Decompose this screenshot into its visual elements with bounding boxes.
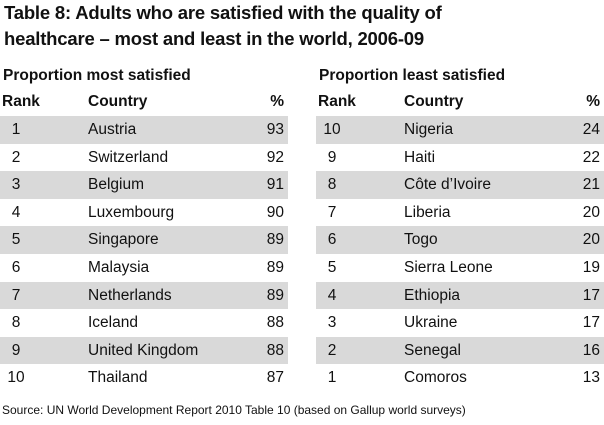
percent-cell: 92 — [266, 148, 284, 166]
country-cell: Iceland — [88, 314, 138, 332]
country-cell: Thailand — [88, 369, 148, 387]
country-header: Country — [88, 93, 148, 110]
table-row: 3 Ukraine 17 — [316, 309, 604, 337]
rank-header: Rank — [2, 93, 40, 110]
source-note: Source: UN World Development Report 2010… — [2, 403, 466, 417]
rank-cell: 1 — [11, 121, 21, 138]
rank-cell: 3 — [327, 314, 337, 332]
country-cell: Switzerland — [88, 148, 169, 166]
percent-cell: 20 — [582, 231, 600, 249]
rank-cell: 6 — [11, 258, 21, 276]
percent-cell: 21 — [582, 176, 600, 194]
table-row: 5 Sierra Leone 19 — [316, 254, 604, 282]
percent-cell: 22 — [582, 148, 600, 166]
country-cell: Senegal — [404, 341, 461, 359]
country-cell: Malaysia — [88, 258, 150, 276]
percent-cell: 89 — [266, 286, 284, 304]
percent-cell: 91 — [266, 176, 284, 194]
table-row: 4 Luxembourg 90 — [0, 199, 288, 227]
table-row: 1 Comoros 13 — [316, 364, 604, 392]
percent-cell: 87 — [266, 369, 284, 387]
table-row: 6 Togo 20 — [316, 226, 604, 254]
rank-cell: 7 — [11, 286, 21, 304]
rank-cell: 3 — [11, 176, 21, 194]
rank-cell: 2 — [327, 341, 337, 359]
table-row: 6 Malaysia 89 — [0, 254, 288, 282]
table-row: 10 Nigeria 24 — [316, 116, 604, 144]
country-cell: United Kingdom — [88, 341, 199, 359]
rank-cell: 6 — [327, 231, 337, 249]
rank-cell: 4 — [11, 203, 21, 221]
table-row: 1 Austria 93 — [0, 116, 288, 144]
country-cell: Côte d’Ivoire — [404, 176, 492, 194]
percent-cell: 88 — [266, 314, 284, 332]
percent-header: % — [270, 93, 284, 110]
table-row: 2 Switzerland 92 — [0, 144, 288, 172]
least-satisfied-heading: Proportion least satisfied — [319, 67, 506, 84]
table-row: 5 Singapore 89 — [0, 226, 288, 254]
table-row: 8 Iceland 88 — [0, 309, 288, 337]
country-cell: Austria — [88, 121, 137, 138]
percent-cell: 20 — [582, 203, 600, 221]
country-cell: Ukraine — [404, 314, 458, 332]
rank-cell: 8 — [327, 176, 337, 194]
table-row: 9 United Kingdom 88 — [0, 336, 288, 365]
rank-cell: 2 — [11, 148, 21, 166]
table-row: 7 Netherlands 89 — [0, 281, 288, 310]
percent-cell: 17 — [582, 286, 600, 304]
percent-cell: 89 — [266, 231, 284, 249]
title-line-2: healthcare – most and least in the world… — [4, 28, 424, 49]
country-cell: Haiti — [404, 148, 436, 166]
table-row: 3 Belgium 91 — [0, 171, 288, 199]
country-cell: Luxembourg — [88, 203, 175, 221]
country-cell: Netherlands — [88, 286, 172, 304]
rank-cell: 5 — [11, 231, 21, 249]
percent-cell: 93 — [266, 121, 284, 138]
country-cell: Nigeria — [404, 121, 454, 138]
least-satisfied-panel: Proportion least satisfied Rank Country … — [316, 64, 604, 392]
country-cell: Togo — [404, 231, 438, 249]
rank-cell: 10 — [323, 121, 341, 138]
percent-cell: 90 — [266, 203, 284, 221]
table-row: 4 Ethiopia 17 — [316, 281, 604, 310]
country-cell: Singapore — [88, 231, 159, 249]
rank-cell: 1 — [327, 369, 337, 387]
rank-cell: 8 — [11, 314, 21, 332]
table-title: Table 8: Adults who are satisfied with t… — [4, 0, 600, 52]
country-header: Country — [404, 93, 464, 110]
country-cell: Sierra Leone — [404, 258, 493, 276]
least-satisfied-column-headers: Rank Country % — [316, 88, 604, 116]
rank-header: Rank — [318, 93, 356, 110]
percent-header: % — [586, 93, 600, 110]
most-satisfied-heading: Proportion most satisfied — [3, 67, 191, 84]
percent-cell: 13 — [582, 369, 600, 387]
percent-cell: 24 — [582, 121, 600, 138]
table-row: 8 Côte d’Ivoire 21 — [316, 171, 604, 199]
title-line-1: Table 8: Adults who are satisfied with t… — [4, 2, 442, 23]
rank-cell: 10 — [7, 369, 25, 387]
country-cell: Belgium — [88, 176, 144, 194]
rank-cell: 9 — [11, 341, 21, 359]
most-satisfied-panel: Proportion most satisfied Rank Country %… — [0, 64, 288, 392]
most-satisfied-column-headers: Rank Country % — [0, 88, 288, 116]
table-row: 10 Thailand 87 — [0, 364, 288, 392]
rank-cell: 5 — [327, 258, 337, 276]
percent-cell: 88 — [266, 341, 284, 359]
rank-cell: 4 — [327, 286, 337, 304]
percent-cell: 17 — [582, 314, 600, 332]
table-row: 7 Liberia 20 — [316, 199, 604, 227]
country-cell: Liberia — [404, 203, 451, 221]
table-row: 9 Haiti 22 — [316, 144, 604, 172]
table-row: 2 Senegal 16 — [316, 336, 604, 365]
country-cell: Comoros — [404, 369, 467, 387]
percent-cell: 16 — [582, 341, 600, 359]
percent-cell: 19 — [582, 258, 600, 276]
rank-cell: 9 — [327, 148, 337, 166]
percent-cell: 89 — [266, 258, 284, 276]
country-cell: Ethiopia — [404, 286, 461, 304]
rank-cell: 7 — [327, 203, 337, 221]
